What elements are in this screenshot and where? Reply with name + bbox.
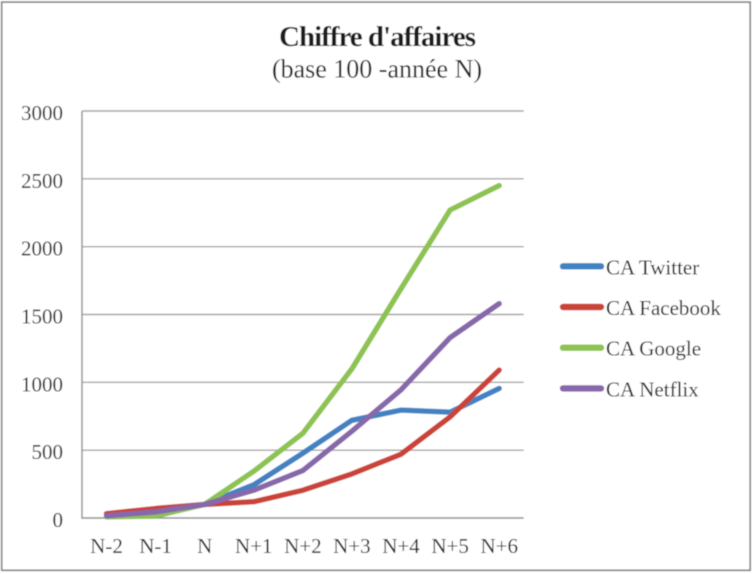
svg-text:CA Facebook: CA Facebook xyxy=(606,296,721,320)
svg-text:2000: 2000 xyxy=(21,237,63,261)
svg-text:N+1: N+1 xyxy=(235,534,273,558)
svg-text:CA Twitter: CA Twitter xyxy=(606,255,699,279)
svg-text:N+2: N+2 xyxy=(284,534,322,558)
svg-text:CA Netflix: CA Netflix xyxy=(606,377,699,401)
svg-text:N+3: N+3 xyxy=(333,534,371,558)
svg-text:N+6: N+6 xyxy=(480,534,518,558)
svg-text:N: N xyxy=(197,534,212,558)
svg-text:1500: 1500 xyxy=(21,305,63,329)
svg-text:500: 500 xyxy=(32,440,64,464)
svg-text:1000: 1000 xyxy=(21,372,63,396)
svg-text:N-1: N-1 xyxy=(139,534,172,558)
svg-text:N-2: N-2 xyxy=(90,534,123,558)
svg-text:0: 0 xyxy=(53,508,64,532)
svg-text:CA Google: CA Google xyxy=(606,337,701,361)
svg-text:N+5: N+5 xyxy=(431,534,469,558)
svg-text:(base 100 -année N): (base 100 -année N) xyxy=(272,55,482,84)
svg-text:3000: 3000 xyxy=(21,101,63,125)
svg-text:Chiffre d'affaires: Chiffre d'affaires xyxy=(279,21,476,53)
svg-text:N+4: N+4 xyxy=(382,534,420,558)
svg-text:2500: 2500 xyxy=(21,169,63,193)
